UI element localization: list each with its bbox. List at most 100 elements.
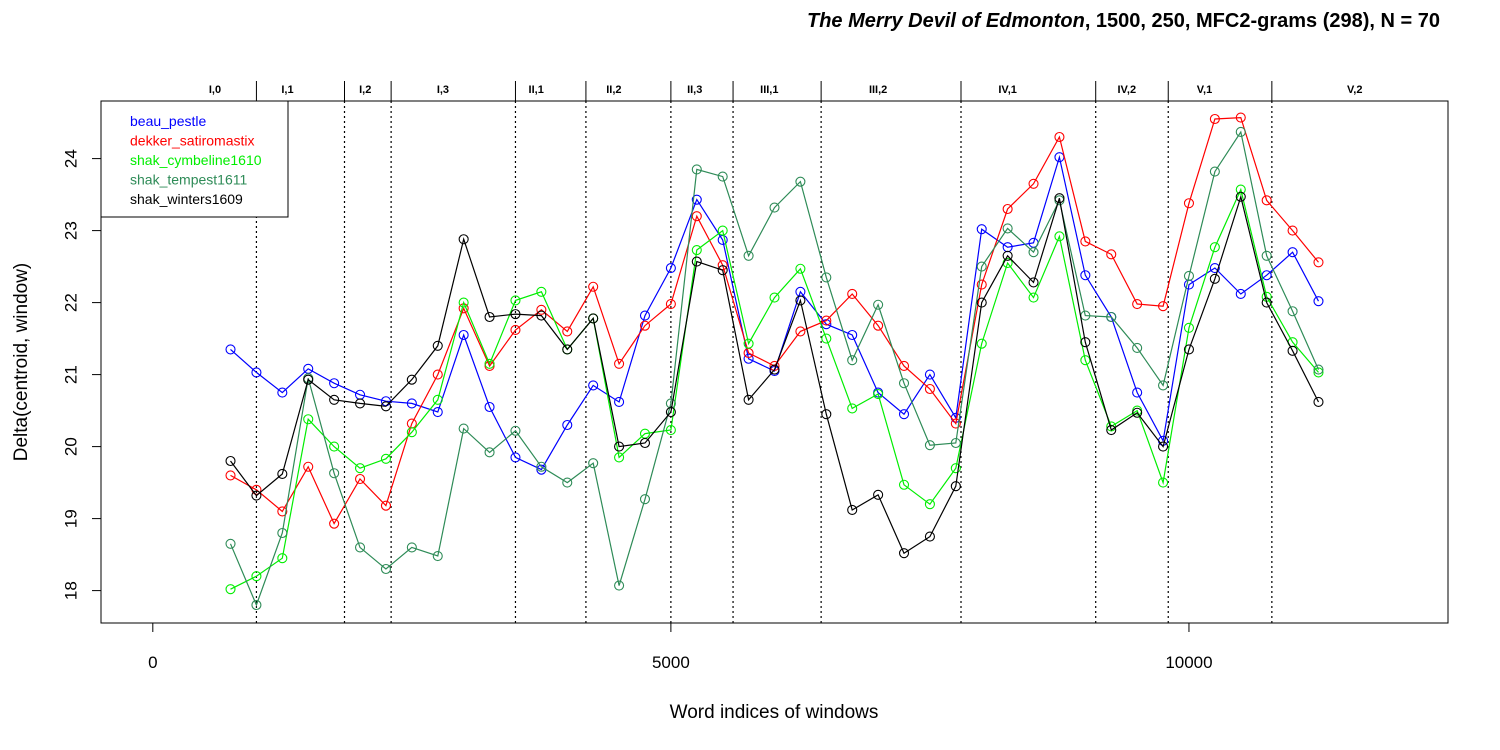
data-point [614, 396, 625, 408]
series-beau_pestle [225, 152, 1324, 475]
data-point [795, 263, 806, 274]
y-tick-label: 22 [61, 293, 80, 312]
y-tick-label: 24 [61, 149, 80, 168]
data-point [1132, 387, 1143, 398]
data-point [924, 440, 935, 451]
data-point [1132, 407, 1143, 418]
data-point [1002, 203, 1013, 215]
act-label: II,3 [687, 84, 702, 96]
series-dekker_satiromastix [225, 112, 1324, 529]
data-point [847, 403, 858, 414]
data-point [1183, 344, 1195, 355]
data-point [1106, 249, 1117, 260]
data-point [873, 299, 884, 310]
data-point [458, 297, 469, 308]
y-tick-label: 19 [61, 509, 80, 528]
data-point [898, 378, 910, 389]
data-point [562, 419, 573, 431]
data-point [1313, 296, 1324, 307]
data-point [639, 320, 651, 331]
data-point [380, 453, 391, 464]
data-point [1054, 193, 1065, 204]
data-point [1235, 112, 1246, 123]
data-point [277, 387, 288, 398]
data-point [510, 295, 521, 306]
legend-label: beau_pestle [130, 113, 207, 129]
data-point [924, 369, 935, 380]
data-point [303, 374, 314, 385]
data-point [691, 244, 702, 256]
data-point [588, 313, 599, 324]
data-point [639, 494, 651, 505]
data-point [924, 499, 935, 510]
data-point [588, 458, 599, 469]
x-tick-label: 5000 [652, 653, 690, 672]
data-point [614, 580, 625, 591]
data-point [898, 548, 910, 559]
data-point [1158, 301, 1169, 312]
data-point [1209, 113, 1220, 125]
data-point [614, 441, 625, 452]
data-point [432, 340, 443, 351]
y-tick-label: 20 [61, 437, 80, 456]
data-point [536, 286, 547, 297]
data-point [1287, 247, 1298, 258]
data-point [588, 281, 599, 292]
data-point [354, 473, 366, 485]
data-point [898, 360, 910, 372]
data-point [329, 394, 340, 405]
chart-title: The Merry Devil of Edmonton, 1500, 250, … [0, 10, 1440, 33]
y-axis-label: Delta(centroid, window) [11, 263, 32, 462]
data-point [1287, 225, 1298, 236]
x-axis-label: Word indices of windows [670, 702, 879, 723]
data-point [1080, 236, 1091, 247]
data-point [1002, 250, 1013, 261]
data-point [277, 468, 288, 480]
data-point [432, 550, 443, 562]
data-point [821, 319, 832, 330]
data-point [1028, 292, 1039, 303]
data-point [795, 326, 806, 337]
data-point [614, 358, 625, 369]
data-point [665, 262, 676, 274]
data-point [821, 333, 832, 344]
legend-box [100, 100, 289, 218]
data-point [1106, 424, 1117, 436]
data-point [1028, 277, 1039, 288]
legend-label: shak_tempest1611 [130, 172, 247, 188]
data-point [380, 401, 391, 412]
data-point [950, 437, 961, 449]
x-tick-label: 0 [148, 653, 157, 672]
data-point [536, 461, 547, 472]
data-point [536, 304, 547, 315]
legend-label: shak_winters1609 [130, 191, 243, 207]
data-point [976, 279, 987, 290]
data-point [406, 542, 417, 553]
y-tick-label: 23 [61, 221, 80, 240]
data-point [251, 571, 262, 582]
act-label: III,2 [869, 84, 887, 96]
series-line [229, 130, 1320, 607]
data-point [1313, 367, 1324, 378]
data-point [717, 265, 728, 276]
data-point [873, 320, 884, 331]
data-point [225, 455, 236, 467]
data-point [432, 406, 443, 418]
data-point [354, 463, 366, 474]
data-point [898, 409, 910, 420]
data-point [847, 504, 858, 516]
data-point [1106, 311, 1117, 323]
data-point [510, 324, 521, 336]
data-point [976, 224, 987, 235]
data-point [380, 563, 391, 575]
data-point [406, 398, 417, 409]
act-label: I,3 [437, 84, 449, 96]
data-point [380, 500, 391, 511]
x-tick-label: 10000 [1165, 653, 1212, 672]
data-point [1158, 441, 1169, 452]
y-tick-label: 18 [61, 581, 80, 600]
series-line [230, 116, 1319, 525]
data-point [976, 261, 987, 272]
data-point [484, 447, 495, 458]
data-point [510, 452, 521, 463]
